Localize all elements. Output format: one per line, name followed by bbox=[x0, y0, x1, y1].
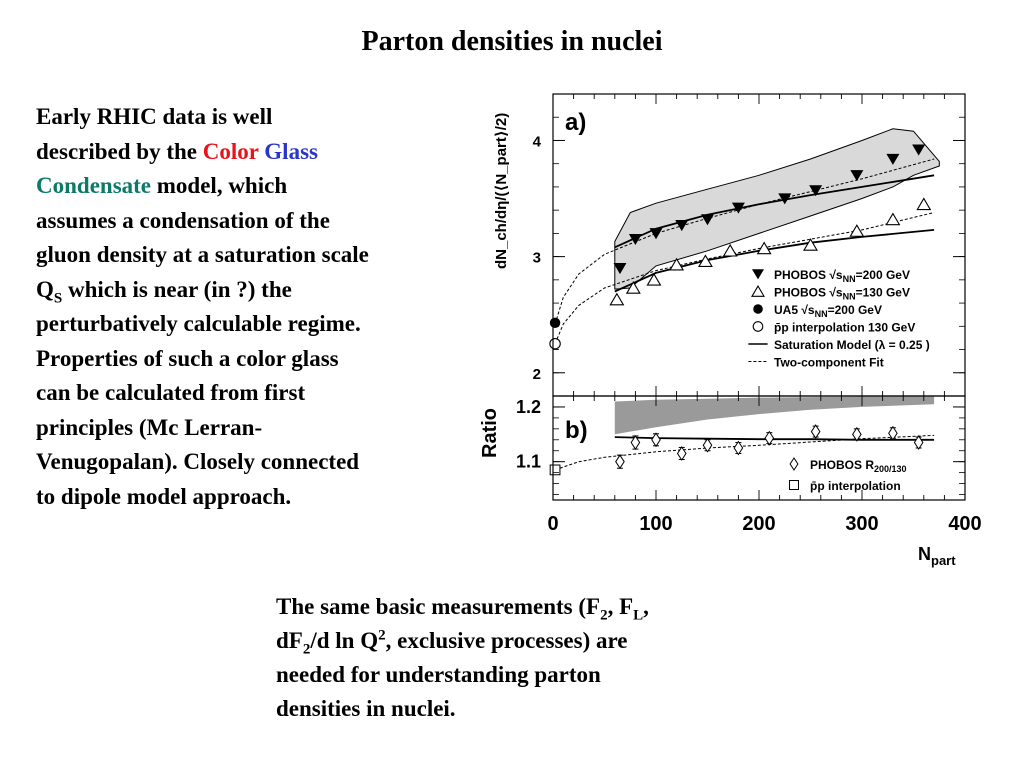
marker-filled-down-triangle bbox=[675, 220, 689, 232]
marker-open-up-triangle bbox=[751, 285, 765, 297]
text-line: assumes a condensation of the bbox=[36, 207, 330, 233]
marker-open-diamond bbox=[913, 435, 924, 450]
panel-label: a) bbox=[565, 109, 586, 136]
text-line: gluon density at a saturation scale bbox=[36, 242, 369, 267]
marker-open-diamond bbox=[651, 432, 661, 448]
ratio-band bbox=[614, 396, 935, 435]
text-line: described by the Color Glass bbox=[36, 138, 318, 164]
marker-open-diamond bbox=[676, 446, 687, 461]
model-curve-dashed bbox=[554, 212, 935, 344]
x-axis-label: Npart bbox=[918, 544, 956, 568]
uncertainty-band bbox=[614, 128, 940, 290]
chart-panel-b: 1.1 1.2 b) Ratio PHOBOS R200/130 p̄p interpol… bbox=[479, 395, 966, 501]
legend-label: p̄p interpolation bbox=[810, 479, 901, 493]
rhic-chart: 2 3 4 a) dN_ch/dη/(⟨N_part⟩/2) PHOBOS √sNN=20… bbox=[479, 93, 982, 568]
marker-open-square bbox=[549, 464, 561, 476]
marker-open-diamond bbox=[888, 425, 898, 441]
marker-filled-down-triangle bbox=[701, 214, 714, 226]
marker-open-diamond bbox=[852, 426, 862, 442]
marker-open-diamond bbox=[733, 440, 744, 456]
marker-filled-down-triangle bbox=[850, 170, 864, 182]
marker-open-diamond bbox=[764, 430, 775, 446]
marker-open-square bbox=[789, 480, 799, 490]
x-tick-label: 200 bbox=[742, 513, 775, 535]
glass-word: Glass bbox=[264, 138, 318, 164]
text-line: Properties of such a color glass bbox=[36, 345, 339, 371]
marker-open-diamond bbox=[630, 435, 641, 450]
legend: PHOBOS R200/130 p̄p interpolation bbox=[789, 457, 907, 493]
bottom-note: The same basic measurements (F2, FL, dF2… bbox=[276, 594, 649, 721]
x-tick-label: 300 bbox=[845, 513, 878, 535]
text-line: QS which is near (in ?) the bbox=[36, 276, 292, 307]
marker-filled-down-triangle bbox=[613, 263, 627, 275]
marker-filled-circle bbox=[753, 304, 763, 314]
y-tick-label: 2 bbox=[533, 366, 541, 383]
y-axis-label: dN_ch/dη/(⟨N_part⟩/2) bbox=[493, 113, 510, 269]
marker-filled-down-triangle bbox=[809, 185, 823, 197]
chart-panel-a: 2 3 4 a) dN_ch/dη/(⟨N_part⟩/2) PHOBOS √sNN=20… bbox=[493, 93, 966, 397]
legend-label: UA5 √sNN=200 GeV bbox=[774, 303, 882, 319]
marker-open-diamond bbox=[810, 424, 821, 439]
marker-open-up-triangle bbox=[609, 292, 625, 306]
x-tick-label: 400 bbox=[948, 513, 981, 535]
marker-open-up-triangle bbox=[669, 257, 685, 271]
legend-label: Saturation Model (λ = 0.25 ) bbox=[774, 338, 930, 352]
x-tick-label: 0 bbox=[547, 513, 558, 535]
model-curve-solid bbox=[614, 436, 935, 441]
y-tick-label: 1.1 bbox=[516, 452, 541, 472]
text-line: Venugopalan). Closely connected bbox=[36, 449, 360, 474]
x-tick-label: 100 bbox=[639, 513, 672, 535]
text-line: principles (Mc Lerran- bbox=[36, 414, 263, 440]
legend-label: PHOBOS R200/130 bbox=[810, 458, 907, 474]
legend-label: PHOBOS √sNN=200 GeV bbox=[774, 268, 910, 284]
marker-filled-down-triangle bbox=[649, 228, 663, 240]
legend: PHOBOS √sNN=200 GeV PHOBOS √sNN=130 GeVUA… bbox=[748, 268, 930, 370]
marker-open-diamond bbox=[615, 454, 625, 470]
legend-label: Two-component Fit bbox=[774, 356, 884, 370]
marker-filled-down-triangle bbox=[752, 269, 764, 280]
y-tick-label: 3 bbox=[533, 250, 541, 267]
legend-label: PHOBOS √sNN=130 GeV bbox=[774, 286, 910, 302]
text-line: Early RHIC data is well bbox=[36, 104, 273, 129]
marker-filled-down-triangle bbox=[886, 153, 900, 165]
legend-label: p̄p interpolation 130 GeV bbox=[774, 321, 915, 335]
marker-open-up-triangle bbox=[756, 241, 772, 255]
marker-open-up-triangle bbox=[697, 254, 713, 268]
marker-open-up-triangle bbox=[722, 243, 738, 257]
page-title: Parton densities in nuclei bbox=[361, 26, 663, 57]
color-word: Color bbox=[202, 138, 259, 164]
marker-filled-down-triangle bbox=[912, 144, 926, 156]
panel-label: b) bbox=[565, 417, 588, 444]
text-line: can be calculated from first bbox=[36, 380, 306, 405]
description-text: Early RHIC data is well described by the… bbox=[36, 100, 448, 514]
condensate-word: Condensate bbox=[36, 173, 152, 198]
marker-open-diamond bbox=[702, 437, 713, 453]
marker-open-circle bbox=[752, 321, 764, 332]
marker-open-diamond bbox=[789, 457, 799, 471]
marker-open-up-triangle bbox=[646, 272, 662, 286]
marker-open-up-triangle bbox=[916, 197, 932, 211]
y-tick-label: 4 bbox=[533, 133, 542, 150]
marker-open-circle bbox=[549, 337, 561, 350]
marker-filled-down-triangle bbox=[731, 202, 745, 214]
text-line: perturbatively calculable regime. bbox=[36, 311, 361, 336]
y-tick-label: 1.2 bbox=[516, 397, 541, 417]
marker-open-up-triangle bbox=[849, 224, 865, 237]
marker-open-up-triangle bbox=[803, 238, 818, 251]
y-axis-label: Ratio bbox=[479, 408, 501, 458]
marker-filled-down-triangle bbox=[628, 233, 642, 246]
marker-filled-down-triangle bbox=[778, 193, 792, 205]
text-line: Condensate model, which bbox=[36, 173, 288, 198]
model-curve-dashed bbox=[554, 434, 935, 471]
marker-open-up-triangle bbox=[885, 212, 901, 226]
marker-open-up-triangle bbox=[625, 281, 641, 294]
text-line: to dipole model approach. bbox=[36, 483, 292, 509]
